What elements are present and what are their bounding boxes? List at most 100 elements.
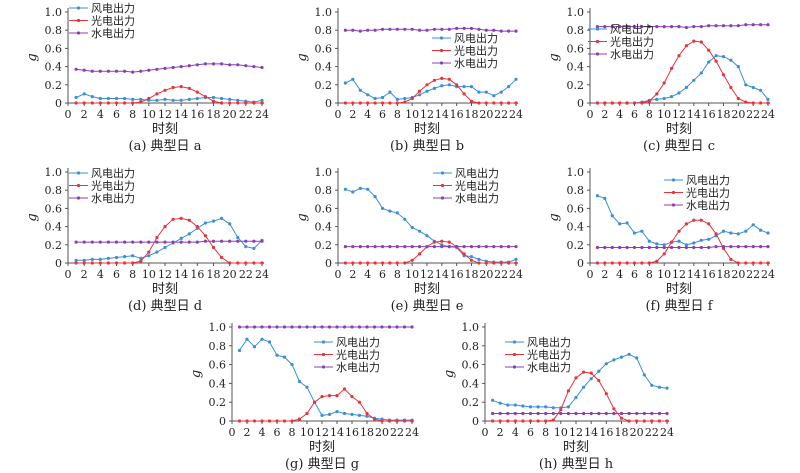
data-point	[469, 99, 474, 103]
x-tick-label: 10	[142, 268, 156, 281]
data-point	[403, 100, 407, 104]
data-point	[123, 101, 127, 105]
x-tick-label: 18	[207, 108, 221, 121]
series-line-2	[345, 77, 516, 104]
data-point	[759, 101, 763, 105]
data-point	[440, 76, 444, 80]
data-point	[432, 245, 436, 249]
data-point	[425, 89, 429, 93]
data-point	[147, 240, 151, 244]
data-point	[74, 258, 78, 262]
legend-marker	[439, 48, 444, 53]
legend-label: 水电出力	[91, 26, 135, 40]
data-point	[260, 337, 264, 341]
data-point	[187, 232, 191, 236]
legend-label: 水电出力	[686, 198, 730, 212]
legend-marker	[512, 352, 517, 357]
data-point	[684, 222, 689, 226]
data-point	[650, 383, 654, 387]
data-point	[425, 28, 429, 32]
data-point	[528, 419, 533, 423]
data-point	[290, 363, 294, 367]
data-point	[131, 70, 135, 74]
legend-marker	[76, 183, 81, 188]
data-point	[82, 258, 86, 262]
data-point	[670, 95, 674, 99]
data-point	[432, 240, 436, 244]
data-point	[692, 241, 696, 245]
data-point	[327, 325, 332, 329]
legend-marker	[76, 196, 81, 200]
y-tick-label: 0	[577, 97, 584, 110]
data-point	[312, 325, 317, 329]
data-point	[320, 325, 324, 329]
x-axis-label: 时刻	[414, 122, 440, 137]
data-point	[366, 245, 370, 249]
legend-marker	[440, 183, 445, 188]
legend-label: 风电出力	[455, 166, 499, 180]
x-tick-label: 0	[65, 108, 72, 121]
data-point	[677, 54, 681, 58]
x-tick-label: 2	[349, 108, 356, 121]
data-point	[211, 219, 216, 223]
data-point	[114, 240, 119, 244]
x-tick-label: 12	[672, 268, 686, 281]
x-tick-label: 6	[113, 108, 120, 121]
data-point	[729, 257, 733, 261]
y-tick-label: 0.4	[315, 221, 333, 234]
data-point	[388, 90, 392, 94]
data-point	[220, 239, 224, 243]
data-point	[736, 232, 740, 236]
x-tick-label: 0	[335, 268, 342, 281]
data-point	[228, 101, 232, 105]
data-point	[455, 26, 459, 30]
data-point	[559, 408, 563, 412]
data-point	[484, 245, 488, 249]
data-point	[498, 419, 502, 423]
x-tick-label: 18	[360, 426, 374, 439]
data-point	[619, 411, 624, 416]
data-point	[714, 24, 718, 28]
x-axis-label: 时刻	[152, 122, 178, 137]
data-point	[372, 325, 377, 329]
x-tick-label: 20	[479, 108, 493, 121]
legend-marker	[76, 6, 81, 10]
data-point	[642, 411, 646, 416]
series-line-1	[597, 55, 769, 104]
legend-marker	[671, 178, 676, 182]
data-point	[366, 261, 370, 265]
data-point	[297, 325, 302, 329]
data-point	[252, 325, 257, 329]
data-point	[106, 261, 110, 265]
data-point	[373, 101, 377, 105]
x-tick-label: 6	[379, 268, 386, 281]
legend-label: 光电出力	[455, 179, 499, 193]
data-point	[211, 62, 216, 66]
x-tick-label: 14	[435, 268, 449, 281]
data-point	[252, 101, 256, 105]
data-point	[236, 63, 240, 67]
x-tick-label: 10	[657, 268, 671, 281]
legend-marker	[440, 171, 445, 175]
data-point	[707, 245, 711, 250]
y-tick-label: 0	[325, 97, 332, 110]
data-point	[114, 69, 119, 73]
data-point	[305, 385, 309, 389]
data-point	[492, 245, 496, 249]
x-tick-label: 22	[746, 108, 760, 121]
data-point	[603, 196, 607, 200]
y-tick-label: 1.0	[315, 166, 333, 179]
legend-marker	[671, 190, 676, 195]
data-point	[290, 419, 294, 423]
data-point	[766, 101, 770, 105]
data-point	[155, 67, 159, 71]
x-tick-label: 24	[255, 268, 269, 281]
data-point	[252, 239, 256, 243]
x-tick-label: 16	[702, 108, 716, 121]
data-point	[506, 411, 510, 416]
data-point	[751, 261, 755, 265]
data-point	[692, 245, 696, 250]
